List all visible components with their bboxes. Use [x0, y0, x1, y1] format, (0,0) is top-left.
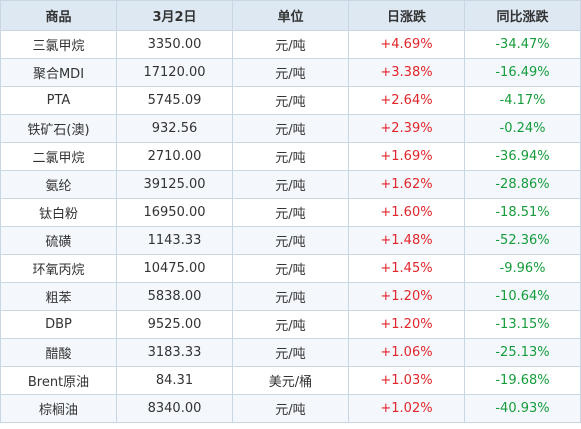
- yoy-change-cell: -13.15%: [464, 310, 581, 339]
- daily-change-cell: +1.06%: [348, 338, 465, 367]
- unit-cell: 元/吨: [232, 198, 349, 227]
- daily-change-cell: +3.38%: [348, 58, 465, 87]
- commodity-cell: 硫磺: [0, 226, 117, 255]
- price-cell: 2710.00: [116, 142, 233, 171]
- table-row: 棕榈油 8340.00 元/吨 +1.02% -40.93%: [0, 394, 581, 423]
- header-date: 3月2日: [116, 0, 233, 31]
- table-row: 钛白粉 16950.00 元/吨 +1.60% -18.51%: [0, 198, 581, 227]
- table-body: 三氯甲烷 3350.00 元/吨 +4.69% -34.47% 聚合MDI 17120.00…: [0, 30, 581, 423]
- table-row: 硫磺 1143.33 元/吨 +1.48% -52.36%: [0, 226, 581, 255]
- commodity-cell: 醋酸: [0, 338, 117, 367]
- price-cell: 5745.09: [116, 86, 233, 115]
- price-cell: 1143.33: [116, 226, 233, 255]
- commodity-cell: 三氯甲烷: [0, 30, 117, 59]
- daily-change-cell: +4.69%: [348, 30, 465, 59]
- price-cell: 932.56: [116, 114, 233, 143]
- unit-cell: 美元/桶: [232, 366, 349, 395]
- yoy-change-cell: -40.93%: [464, 394, 581, 423]
- price-cell: 3183.33: [116, 338, 233, 367]
- commodity-cell: 环氧丙烷: [0, 254, 117, 283]
- unit-cell: 元/吨: [232, 30, 349, 59]
- yoy-change-cell: -36.94%: [464, 142, 581, 171]
- header-daily-change: 日涨跌: [348, 0, 465, 31]
- unit-cell: 元/吨: [232, 142, 349, 171]
- price-cell: 8340.00: [116, 394, 233, 423]
- yoy-change-cell: -9.96%: [464, 254, 581, 283]
- daily-change-cell: +2.64%: [348, 86, 465, 115]
- commodity-cell: 棕榈油: [0, 394, 117, 423]
- price-cell: 10475.00: [116, 254, 233, 283]
- table-row: 二氯甲烷 2710.00 元/吨 +1.69% -36.94%: [0, 142, 581, 171]
- yoy-change-cell: -18.51%: [464, 198, 581, 227]
- commodity-cell: Brent原油: [0, 366, 117, 395]
- daily-change-cell: +1.02%: [348, 394, 465, 423]
- daily-change-cell: +1.45%: [348, 254, 465, 283]
- daily-change-cell: +1.20%: [348, 282, 465, 311]
- unit-cell: 元/吨: [232, 282, 349, 311]
- header-unit: 单位: [232, 0, 349, 31]
- unit-cell: 元/吨: [232, 310, 349, 339]
- unit-cell: 元/吨: [232, 114, 349, 143]
- table-row: 聚合MDI 17120.00 元/吨 +3.38% -16.49%: [0, 58, 581, 87]
- table-row: DBP 9525.00 元/吨 +1.20% -13.15%: [0, 310, 581, 339]
- yoy-change-cell: -10.64%: [464, 282, 581, 311]
- yoy-change-cell: -16.49%: [464, 58, 581, 87]
- daily-change-cell: +1.69%: [348, 142, 465, 171]
- table-row: 三氯甲烷 3350.00 元/吨 +4.69% -34.47%: [0, 30, 581, 59]
- table-row: 铁矿石(澳) 932.56 元/吨 +2.39% -0.24%: [0, 114, 581, 143]
- price-cell: 17120.00: [116, 58, 233, 87]
- yoy-change-cell: -25.13%: [464, 338, 581, 367]
- price-cell: 9525.00: [116, 310, 233, 339]
- unit-cell: 元/吨: [232, 226, 349, 255]
- unit-cell: 元/吨: [232, 254, 349, 283]
- table-row: 醋酸 3183.33 元/吨 +1.06% -25.13%: [0, 338, 581, 367]
- daily-change-cell: +1.20%: [348, 310, 465, 339]
- yoy-change-cell: -19.68%: [464, 366, 581, 395]
- table-header-row: 商品 3月2日 单位 日涨跌 同比涨跌: [0, 0, 581, 31]
- table-row: 氨纶 39125.00 元/吨 +1.62% -28.86%: [0, 170, 581, 199]
- commodity-cell: DBP: [0, 310, 117, 339]
- table-row: 粗苯 5838.00 元/吨 +1.20% -10.64%: [0, 282, 581, 311]
- header-yoy-change: 同比涨跌: [464, 0, 581, 31]
- table-row: 环氧丙烷 10475.00 元/吨 +1.45% -9.96%: [0, 254, 581, 283]
- yoy-change-cell: -34.47%: [464, 30, 581, 59]
- commodity-cell: 二氯甲烷: [0, 142, 117, 171]
- commodity-cell: 氨纶: [0, 170, 117, 199]
- yoy-change-cell: -28.86%: [464, 170, 581, 199]
- commodity-cell: PTA: [0, 86, 117, 115]
- daily-change-cell: +1.03%: [348, 366, 465, 395]
- commodity-cell: 粗苯: [0, 282, 117, 311]
- price-cell: 39125.00: [116, 170, 233, 199]
- daily-change-cell: +1.60%: [348, 198, 465, 227]
- price-cell: 16950.00: [116, 198, 233, 227]
- price-cell: 3350.00: [116, 30, 233, 59]
- unit-cell: 元/吨: [232, 58, 349, 87]
- daily-change-cell: +2.39%: [348, 114, 465, 143]
- table-row: Brent原油 84.31 美元/桶 +1.03% -19.68%: [0, 366, 581, 395]
- unit-cell: 元/吨: [232, 394, 349, 423]
- table-row: PTA 5745.09 元/吨 +2.64% -4.17%: [0, 86, 581, 115]
- commodity-cell: 铁矿石(澳): [0, 114, 117, 143]
- yoy-change-cell: -4.17%: [464, 86, 581, 115]
- yoy-change-cell: -52.36%: [464, 226, 581, 255]
- header-commodity: 商品: [0, 0, 117, 31]
- daily-change-cell: +1.62%: [348, 170, 465, 199]
- unit-cell: 元/吨: [232, 338, 349, 367]
- daily-change-cell: +1.48%: [348, 226, 465, 255]
- unit-cell: 元/吨: [232, 170, 349, 199]
- yoy-change-cell: -0.24%: [464, 114, 581, 143]
- price-cell: 5838.00: [116, 282, 233, 311]
- unit-cell: 元/吨: [232, 86, 349, 115]
- price-cell: 84.31: [116, 366, 233, 395]
- commodity-cell: 钛白粉: [0, 198, 117, 227]
- commodity-cell: 聚合MDI: [0, 58, 117, 87]
